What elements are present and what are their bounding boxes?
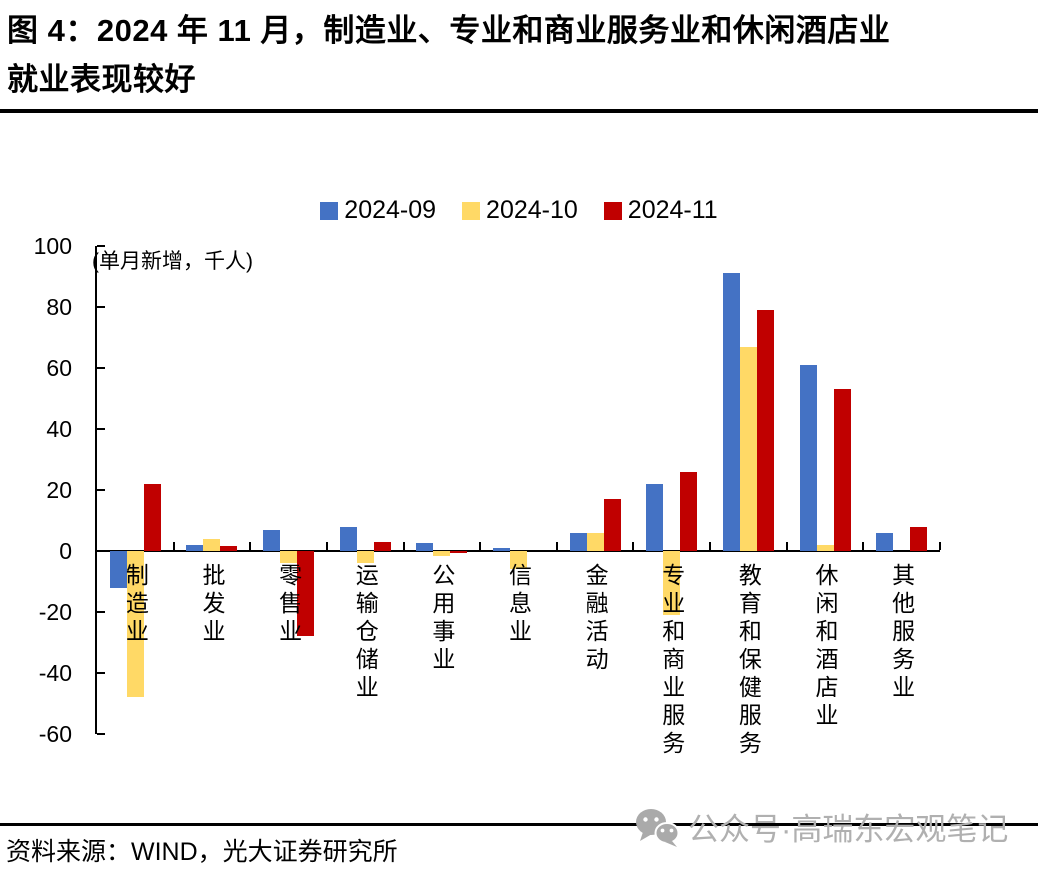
- bar-2024-11-金融活动: [603, 499, 621, 551]
- x-tick: [785, 542, 788, 550]
- bar-2024-09-其他服务业: [876, 532, 894, 551]
- bar-2024-09-专业和商业服务: [646, 483, 664, 551]
- y-tick: [97, 367, 105, 369]
- y-tick: [97, 611, 105, 613]
- bar-2024-11-教育和保健服务: [756, 310, 774, 551]
- bar-2024-10-金融活动: [586, 532, 604, 551]
- bar-2024-10-公用事业: [433, 551, 451, 556]
- y-axis-label: 100: [33, 233, 72, 259]
- y-tick: [97, 306, 105, 308]
- bar-2024-11-批发业: [220, 546, 238, 551]
- x-tick: [402, 542, 405, 550]
- category-label: 专业和商业服务: [658, 563, 685, 759]
- y-tick: [97, 428, 105, 430]
- bar-2024-11-休闲和酒店业: [833, 389, 851, 551]
- legend-label: 2024-09: [344, 196, 437, 224]
- x-tick: [172, 542, 175, 550]
- y-tick: [97, 733, 105, 735]
- bar-2024-10-零售业: [280, 551, 298, 564]
- bar-2024-09-制造业: [109, 551, 127, 588]
- y-axis-label: 40: [46, 416, 72, 442]
- bar-2024-10-专业和商业服务: [663, 551, 681, 616]
- bar-2024-11-运输仓储业: [373, 541, 391, 551]
- category-label: 运输仓储业: [352, 563, 379, 703]
- x-tick: [325, 542, 328, 550]
- bar-2024-11-制造业: [143, 483, 161, 551]
- axis-unit-note: (单月新增，千人): [92, 250, 253, 273]
- bar-2024-10-运输仓储业: [356, 551, 374, 564]
- title-line-1: 图 4：2024 年 11 月，制造业、专业和商业服务业和休闲酒店业: [7, 13, 891, 48]
- category-label: 制造业: [122, 563, 149, 647]
- y-axis-label: 60: [46, 355, 72, 381]
- bar-2024-09-运输仓储业: [339, 526, 357, 551]
- bar-2024-11-公用事业: [450, 551, 468, 553]
- bar-2024-09-信息业: [493, 547, 510, 551]
- y-axis-label: -20: [38, 599, 72, 625]
- y-axis-label: 80: [46, 294, 72, 320]
- y-axis-line: [95, 246, 97, 734]
- chart-legend: 2024-09 2024-10 2024-11: [0, 196, 1038, 225]
- x-tick: [939, 542, 941, 550]
- legend-item-2024-11: 2024-11: [603, 196, 718, 225]
- category-label: 信息业: [505, 563, 532, 647]
- source-note: 资料来源：WIND，光大证券研究所: [0, 823, 1038, 868]
- title-line-2: 就业表现较好: [7, 62, 196, 97]
- bar-2024-09-金融活动: [569, 532, 587, 551]
- title-divider: [0, 109, 1038, 113]
- x-tick: [555, 542, 558, 550]
- bar-2024-10-教育和保健服务: [739, 346, 757, 551]
- bar-2024-10-休闲和酒店业: [816, 544, 834, 551]
- bar-2024-10-信息业: [510, 551, 527, 570]
- bar-2024-09-批发业: [186, 544, 204, 551]
- y-axis-label: 0: [59, 538, 72, 564]
- x-tick: [709, 542, 712, 550]
- category-label: 其他服务业: [888, 563, 915, 703]
- x-tick: [479, 542, 482, 550]
- legend-swatch: [462, 201, 481, 220]
- bar-2024-09-休闲和酒店业: [799, 364, 817, 551]
- bar-2024-11-专业和商业服务: [680, 471, 698, 551]
- bar-2024-10-制造业: [126, 551, 144, 698]
- watermark-text: 公众号·高瑞东宏观笔记: [688, 812, 1009, 847]
- wechat-icon: [634, 807, 680, 847]
- x-tick: [632, 542, 635, 550]
- y-axis-label: 20: [46, 477, 72, 503]
- page-title: 图 4：2024 年 11 月，制造业、专业和商业服务业和休闲酒店业 就业表现较…: [7, 6, 1036, 104]
- bar-2024-09-教育和保健服务: [722, 273, 740, 551]
- watermark: 公众号·高瑞东宏观笔记: [634, 804, 1008, 849]
- bar-2024-10-批发业: [203, 538, 221, 551]
- category-label: 批发业: [198, 563, 225, 647]
- legend-item-2024-10: 2024-10: [462, 196, 578, 225]
- category-label: 公用事业: [428, 563, 455, 675]
- legend-swatch: [320, 201, 339, 220]
- y-axis-label: -60: [38, 721, 72, 747]
- bar-2024-09-零售业: [263, 529, 281, 551]
- legend-label: 2024-11: [627, 196, 718, 224]
- y-axis-label: -40: [38, 660, 72, 686]
- category-label: 休闲和酒店业: [812, 563, 839, 731]
- y-tick: [97, 672, 105, 674]
- y-tick: [97, 245, 105, 247]
- bar-2024-11-零售业: [297, 551, 315, 637]
- legend-item-2024-09: 2024-09: [320, 196, 436, 225]
- bar-2024-11-其他服务业: [910, 526, 928, 551]
- category-label: 金融活动: [582, 563, 609, 675]
- x-tick: [249, 542, 252, 550]
- category-label: 教育和保健服务: [735, 563, 762, 759]
- y-tick: [97, 489, 105, 491]
- x-tick: [862, 542, 865, 550]
- category-label: 零售业: [275, 563, 302, 647]
- legend-swatch: [603, 201, 622, 220]
- legend-label: 2024-10: [486, 196, 578, 224]
- bar-2024-09-公用事业: [416, 543, 434, 551]
